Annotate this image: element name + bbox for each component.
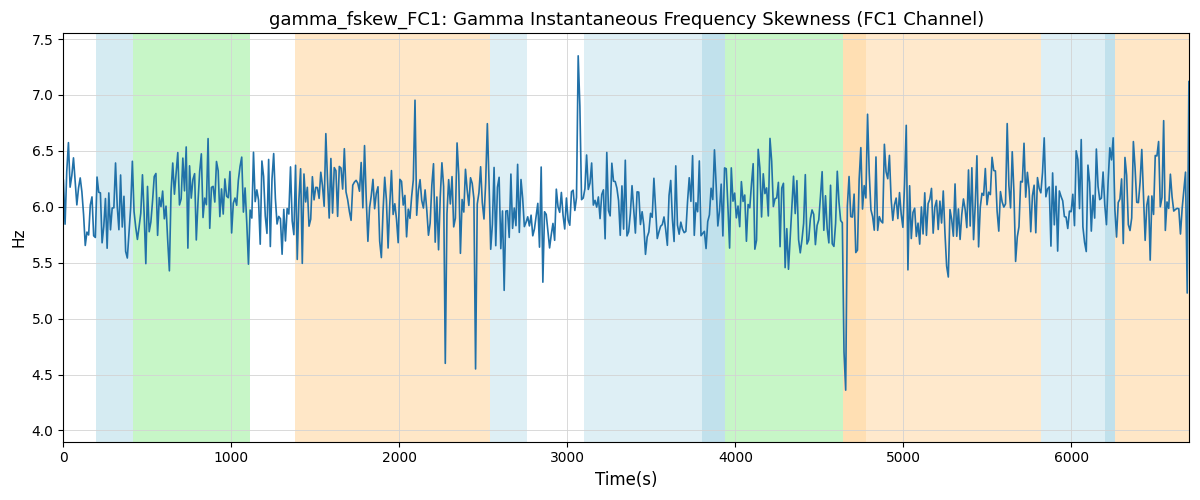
Bar: [866, 34, 1042, 442]
Bar: [490, 34, 527, 442]
Title: gamma_fskew_FC1: Gamma Instantaneous Frequency Skewness (FC1 Channel): gamma_fskew_FC1: Gamma Instantaneous Fre…: [269, 11, 984, 30]
Bar: [96, 34, 133, 442]
Bar: [1105, 34, 1115, 442]
Bar: [133, 34, 250, 442]
Bar: [295, 34, 490, 442]
Bar: [702, 34, 725, 442]
Bar: [725, 34, 842, 442]
Y-axis label: Hz: Hz: [11, 228, 26, 248]
Bar: [527, 34, 584, 442]
X-axis label: Time(s): Time(s): [595, 471, 658, 489]
Bar: [1042, 34, 1105, 442]
Bar: [584, 34, 702, 442]
Bar: [1115, 34, 1189, 442]
Bar: [842, 34, 866, 442]
